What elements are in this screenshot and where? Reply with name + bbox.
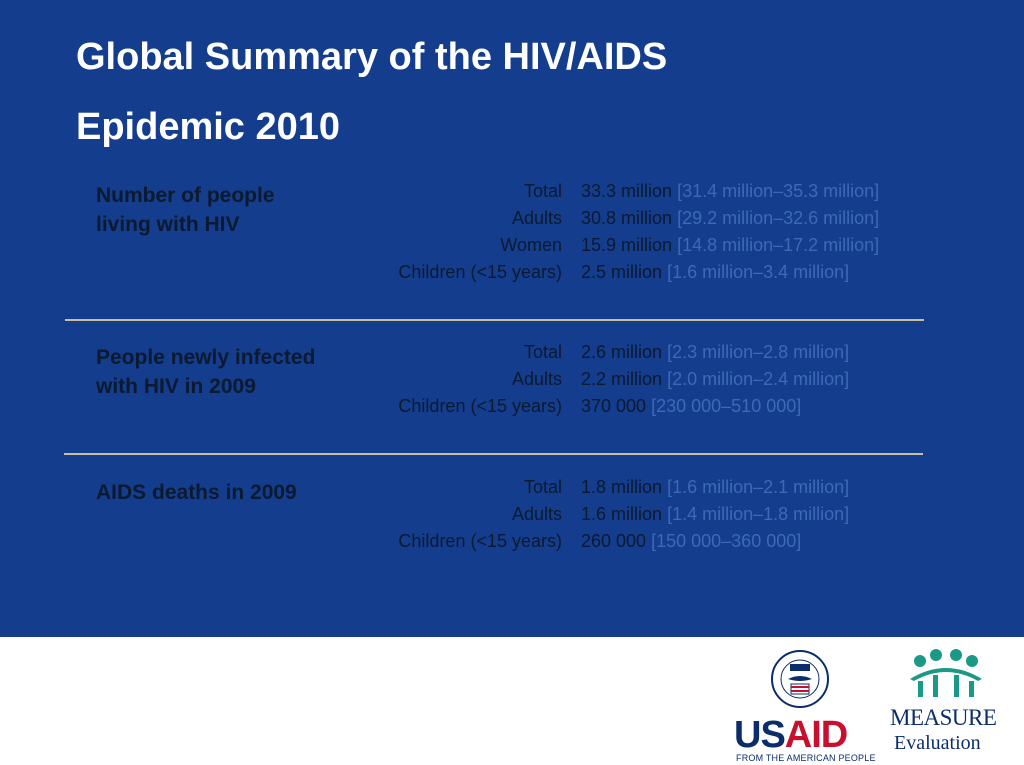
measure-people-icon — [910, 649, 982, 697]
row-range: [1.6 million–2.1 million] — [667, 477, 850, 497]
section-divider — [64, 453, 923, 455]
row-value-group: 1.6 million [1.4 million–1.8 million] — [581, 504, 849, 525]
table-row: Adults 2.2 million [2.0 million–2.4 mill… — [0, 369, 1024, 396]
section-heading-line-1: People newly infected — [96, 346, 316, 369]
slide-title-line-1: Global Summary of the HIV/AIDS — [76, 36, 668, 78]
measure-subtitle: Evaluation — [894, 732, 981, 754]
row-value: 1.8 million — [581, 477, 663, 497]
section-heading-line-1: AIDS deaths in 2009 — [96, 481, 297, 504]
section-heading: AIDS deaths in 2009 — [96, 478, 366, 507]
row-value: 2.2 million — [581, 369, 663, 389]
row-label: Children (<15 years) — [398, 262, 562, 282]
row-value: 2.5 million — [581, 262, 663, 282]
row-value: 15.9 million — [581, 235, 673, 255]
row-value: 260 000 — [581, 531, 647, 551]
usaid-wordmark: USAID — [734, 714, 848, 756]
measure-evaluation-logo: MEASURE Evaluation — [884, 647, 1014, 759]
row-value: 1.6 million — [581, 504, 663, 524]
usaid-tagline: FROM THE AMERICAN PEOPLE — [736, 753, 876, 763]
measure-wordmark: MEASURE — [890, 705, 997, 730]
table-row: Children (<15 years) 260 000 [150 000–36… — [0, 531, 1024, 558]
row-range: [2.0 million–2.4 million] — [667, 369, 850, 389]
table-row: Women 15.9 million [14.8 million–17.2 mi… — [0, 235, 1024, 262]
slide-background — [0, 0, 1024, 637]
row-label: Total — [523, 181, 562, 201]
row-value-group: 2.2 million [2.0 million–2.4 million] — [581, 369, 849, 390]
row-label: Total — [523, 342, 562, 362]
section-divider — [65, 319, 924, 321]
footer-logos: USAID FROM THE AMERICAN PEOPLE MEASURE E… — [0, 637, 1024, 765]
row-value-group: 30.8 million [29.2 million–32.6 million] — [581, 208, 879, 229]
row-range: [29.2 million–32.6 million] — [677, 208, 880, 228]
usaid-logo: USAID FROM THE AMERICAN PEOPLE — [732, 649, 875, 763]
row-value-group: 260 000 [150 000–360 000] — [581, 531, 801, 552]
row-value: 33.3 million — [581, 181, 673, 201]
row-label: Children (<15 years) — [398, 396, 562, 416]
row-value: 370 000 — [581, 396, 647, 416]
row-range: [1.6 million–3.4 million] — [667, 262, 850, 282]
row-label: Women — [500, 235, 562, 255]
table-row: Children (<15 years) 370 000 [230 000–51… — [0, 396, 1024, 423]
table-row: Adults 30.8 million [29.2 million–32.6 m… — [0, 208, 1024, 235]
row-label: Adults — [511, 504, 562, 524]
row-value-group: 2.6 million [2.3 million–2.8 million] — [581, 342, 849, 363]
row-label: Total — [523, 477, 562, 497]
row-range: [1.4 million–1.8 million] — [667, 504, 850, 524]
table-row: Adults 1.6 million [1.4 million–1.8 mill… — [0, 504, 1024, 531]
row-value-group: 1.8 million [1.6 million–2.1 million] — [581, 477, 849, 498]
row-label: Adults — [511, 208, 562, 228]
row-range: [31.4 million–35.3 million] — [677, 181, 880, 201]
table-row: Children (<15 years) 2.5 million [1.6 mi… — [0, 262, 1024, 289]
row-value: 30.8 million — [581, 208, 673, 228]
table-row: Total 33.3 million [31.4 million–35.3 mi… — [0, 181, 1024, 208]
row-range: [14.8 million–17.2 million] — [677, 235, 880, 255]
row-value-group: 33.3 million [31.4 million–35.3 million] — [581, 181, 879, 202]
row-value-group: 2.5 million [1.6 million–3.4 million] — [581, 262, 849, 283]
row-range: [230 000–510 000] — [651, 396, 802, 416]
section-heading-line-2: with HIV in 2009 — [96, 375, 256, 398]
row-value-group: 370 000 [230 000–510 000] — [581, 396, 801, 417]
section-heading-line-1: Number of people — [96, 184, 275, 207]
table-row: Total 1.8 million [1.6 million–2.1 milli… — [0, 477, 1024, 504]
row-value: 2.6 million — [581, 342, 663, 362]
slide-title-line-2: Epidemic 2010 — [76, 106, 341, 148]
row-value-group: 15.9 million [14.8 million–17.2 million] — [581, 235, 879, 256]
row-range: [2.3 million–2.8 million] — [667, 342, 850, 362]
row-label: Children (<15 years) — [398, 531, 562, 551]
section-heading: Number of people living with HIV — [96, 181, 366, 239]
usaid-seal-icon — [771, 650, 829, 708]
section-heading-line-2: living with HIV — [96, 213, 240, 236]
section-heading: People newly infected with HIV in 2009 — [96, 343, 366, 401]
row-label: Adults — [511, 369, 562, 389]
slide-title: Global Summary of the HIV/AIDS Epidemic … — [76, 22, 976, 162]
row-range: [150 000–360 000] — [651, 531, 802, 551]
table-row: Total 2.6 million [2.3 million–2.8 milli… — [0, 342, 1024, 369]
